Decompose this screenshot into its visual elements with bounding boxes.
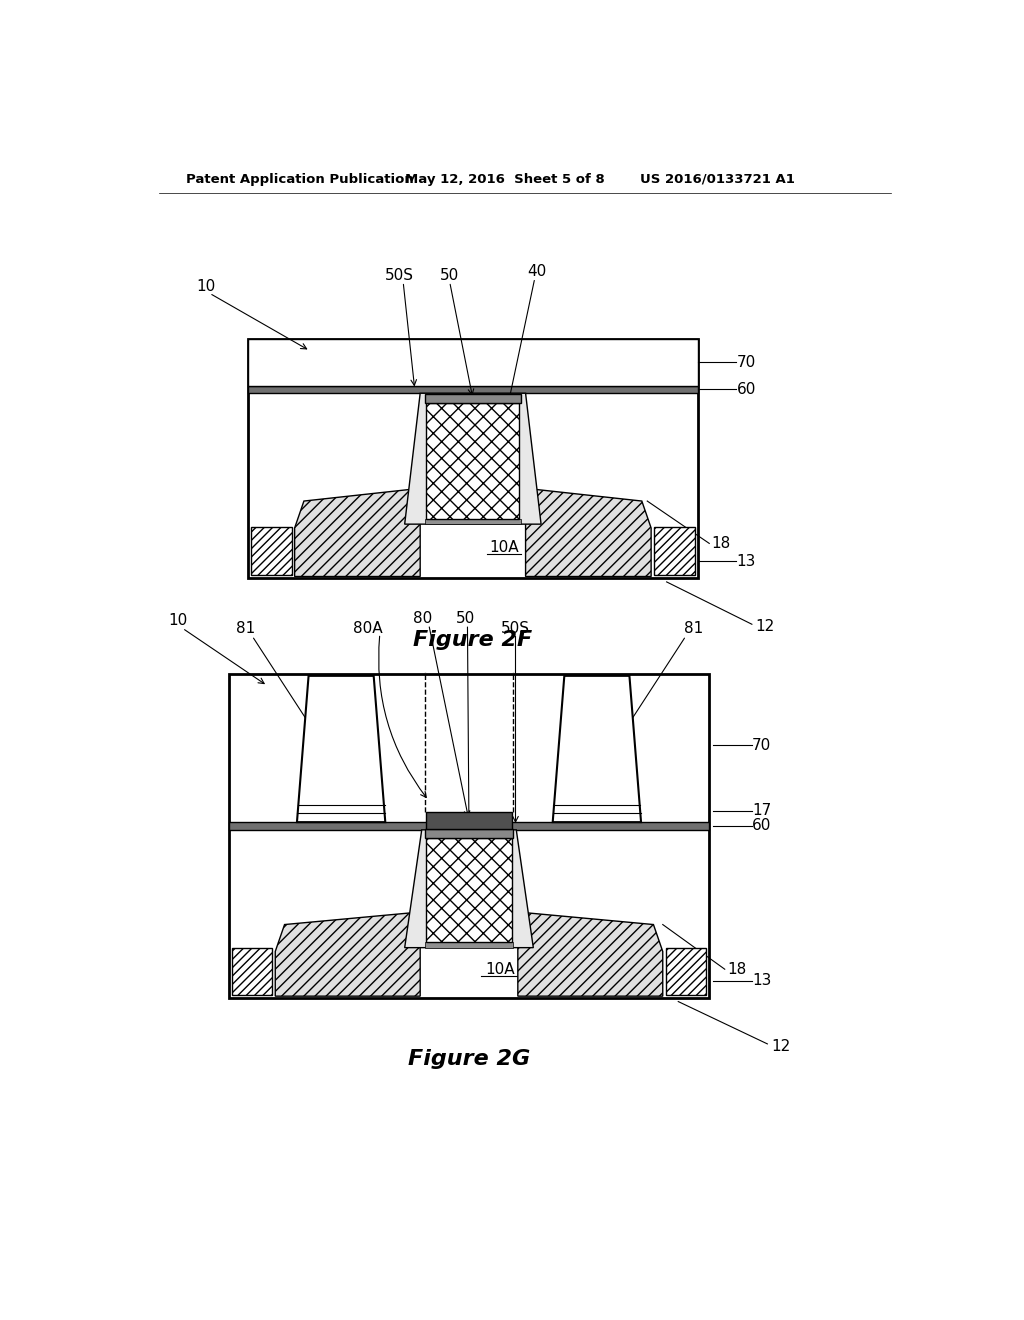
Text: 70: 70	[752, 738, 771, 752]
Text: 80: 80	[413, 611, 432, 627]
Bar	[654, 527, 694, 576]
Bar	[231, 948, 272, 995]
Text: 12: 12	[756, 619, 775, 634]
Polygon shape	[275, 913, 420, 997]
Text: Figure 2G: Figure 2G	[408, 1049, 530, 1069]
Bar	[251, 527, 292, 576]
Polygon shape	[553, 676, 641, 822]
Text: 10A: 10A	[489, 540, 519, 554]
Bar	[666, 948, 707, 995]
Polygon shape	[525, 490, 651, 577]
Bar	[426, 404, 519, 519]
Text: Patent Application Publication: Patent Application Publication	[186, 173, 414, 186]
Polygon shape	[404, 393, 541, 524]
Polygon shape	[297, 676, 385, 822]
Bar	[425, 395, 521, 404]
Text: 50: 50	[440, 268, 459, 282]
Polygon shape	[518, 913, 663, 997]
Bar	[426, 812, 512, 829]
Bar	[228, 675, 710, 998]
Bar	[426, 838, 512, 942]
Text: 40: 40	[526, 264, 546, 279]
Polygon shape	[295, 490, 420, 577]
Text: 12: 12	[771, 1039, 791, 1053]
Text: 70: 70	[736, 355, 756, 370]
Text: 50S: 50S	[385, 268, 414, 282]
Polygon shape	[404, 830, 534, 948]
Text: 81: 81	[684, 620, 703, 636]
Text: May 12, 2016  Sheet 5 of 8: May 12, 2016 Sheet 5 of 8	[406, 173, 605, 186]
Bar	[425, 942, 513, 948]
Bar	[425, 519, 521, 524]
Text: US 2016/0133721 A1: US 2016/0133721 A1	[640, 173, 795, 186]
Text: 13: 13	[752, 973, 771, 989]
Bar	[228, 822, 710, 830]
Text: 18: 18	[727, 962, 746, 977]
Text: 60: 60	[736, 381, 756, 397]
Bar	[248, 339, 697, 385]
Text: 81: 81	[237, 620, 255, 636]
Text: 18: 18	[712, 536, 731, 550]
Bar	[248, 339, 697, 578]
Text: 13: 13	[736, 553, 756, 569]
Text: 10: 10	[169, 612, 188, 628]
Text: Figure 2F: Figure 2F	[414, 630, 532, 649]
Text: 10: 10	[196, 280, 215, 294]
Text: 50S: 50S	[501, 620, 530, 636]
Bar	[425, 829, 513, 838]
Bar	[248, 385, 697, 393]
Text: 10A: 10A	[485, 962, 515, 977]
Text: 17: 17	[752, 803, 771, 818]
Text: 80A: 80A	[353, 620, 383, 636]
Text: 50: 50	[456, 611, 475, 627]
Text: 60: 60	[752, 818, 771, 833]
